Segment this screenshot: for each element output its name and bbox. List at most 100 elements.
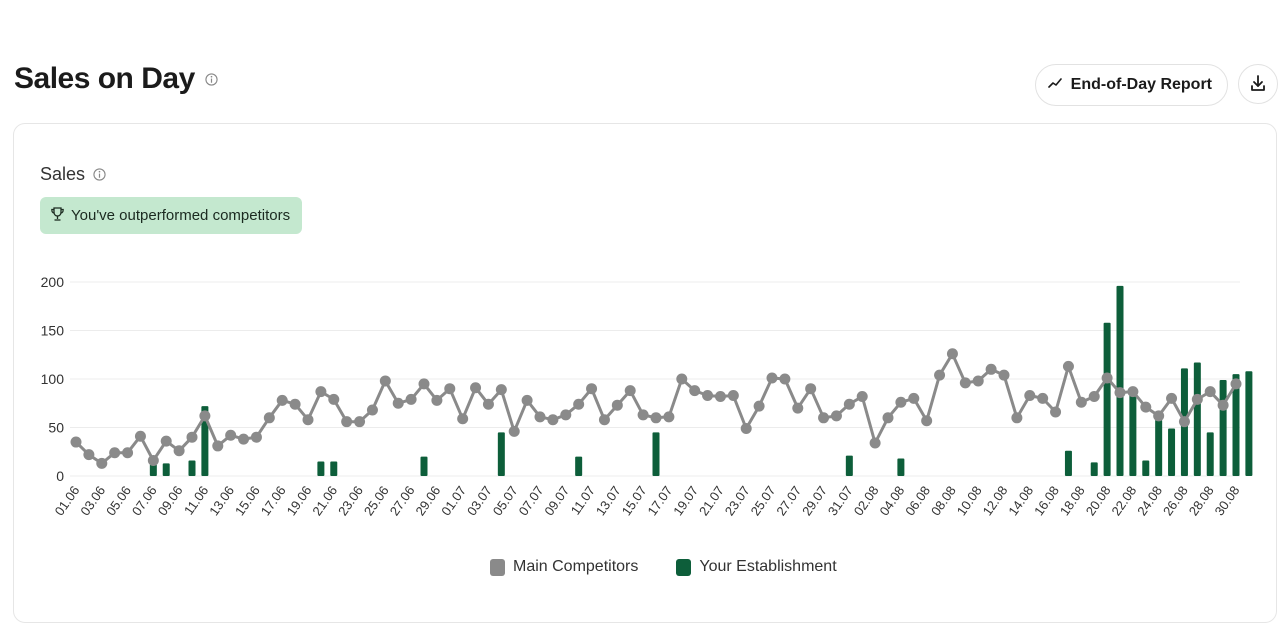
legend-label-competitors: Main Competitors [513,558,639,575]
competitors-point [586,383,598,395]
competitors-point [263,412,275,424]
competitors-point [495,384,507,396]
competitors-point [895,396,907,408]
establishment-bar [420,456,428,476]
chart-legend: Main Competitors Your Establishment [490,558,837,576]
competitors-point [1140,401,1152,413]
establishment-bar [149,464,157,476]
x-tick-label: 27.07 [773,483,804,518]
competitors-point [1088,390,1100,402]
legend-item-competitors[interactable]: Main Competitors [490,558,638,576]
card-title: Sales [40,164,106,185]
x-tick-label: 16.08 [1031,483,1062,518]
competitors-point [573,398,585,410]
establishment-bar [497,432,505,476]
x-tick-label: 29.07 [799,483,830,518]
competitors-point [109,447,121,459]
x-tick-label: 17.06 [258,483,289,518]
competitors-point [96,457,108,469]
competitors-point [444,383,456,395]
x-tick-label: 31.07 [825,483,856,518]
competitors-point [1037,392,1049,404]
x-tick-label: 05.07 [490,483,521,518]
y-tick-label: 100 [41,371,65,387]
x-tick-label: 24.08 [1134,483,1165,518]
competitors-point [1024,389,1036,401]
competitors-point [160,435,172,447]
competitors-point [1127,386,1139,398]
competitors-point [405,393,417,405]
x-tick-label: 27.06 [387,483,418,518]
x-tick-label: 03.07 [464,483,495,518]
legend-swatch-competitors [490,558,505,576]
x-tick-label: 23.07 [722,483,753,518]
competitors-point [727,389,739,401]
competitors-point [740,422,752,434]
competitors-point [818,412,830,424]
x-tick-label: 22.08 [1108,483,1139,518]
x-tick-label: 12.08 [980,483,1011,518]
download-button[interactable] [1238,64,1278,104]
competitors-point [70,436,82,448]
competitors-point [315,386,327,398]
establishment-bar [317,461,325,476]
competitors-point [173,445,185,457]
end-of-day-report-button[interactable]: End-of-Day Report [1034,64,1228,106]
competitors-point [366,404,378,416]
legend-label-establishment: Your Establishment [699,558,837,575]
competitors-point [856,390,868,402]
competitors-point [972,375,984,387]
establishment-bar [1155,419,1163,476]
x-tick-label: 02.08 [851,483,882,518]
establishment-bar [1090,462,1098,476]
x-tick-label: 06.08 [902,483,933,518]
x-tick-label: 01.07 [438,483,469,518]
competitors-point [134,430,146,442]
page-title: Sales on Day [14,62,218,96]
competitors-point [122,447,134,459]
competitors-point [830,410,842,422]
establishment-bar [330,461,338,476]
competitors-point [702,389,714,401]
competitors-point [805,383,817,395]
competitors-point [663,411,675,423]
competitors-point [521,394,533,406]
competitors-point [869,437,881,449]
page-title-text: Sales on Day [14,62,195,95]
competitors-point [302,414,314,426]
x-tick-label: 20.08 [1083,483,1114,518]
competitors-point [908,392,920,404]
establishment-bar [1116,285,1124,476]
establishment-bar [1064,450,1072,476]
establishment-bar [1129,391,1137,476]
x-tick-label: 01.06 [52,483,83,518]
x-tick-label: 07.06 [129,483,160,518]
x-tick-label: 09.06 [155,483,186,518]
competitors-point [1062,360,1074,372]
competitors-point [418,378,430,390]
competitors-point [882,412,894,424]
competitors-point [83,449,95,461]
legend-item-establishment[interactable]: Your Establishment [676,558,837,576]
competitors-point [998,369,1010,381]
competitors-point [508,425,520,437]
competitors-point [238,433,250,445]
x-tick-label: 19.07 [670,483,701,518]
y-tick-label: 0 [56,468,64,484]
badge-text: You've outperformed competitors [71,207,291,224]
competitors-point [225,429,237,441]
x-tick-label: 25.06 [361,483,392,518]
info-icon[interactable] [205,72,218,86]
competitors-point [714,390,726,402]
competitors-point [598,414,610,426]
competitors-point [637,409,649,421]
competitors-point [482,398,494,410]
competitors-point [328,393,340,405]
establishment-bar [1232,374,1240,476]
competitors-point [946,348,958,360]
x-tick-label: 28.08 [1186,483,1217,518]
info-icon[interactable] [93,168,106,181]
establishment-bar [162,463,170,476]
trending-line-icon [1047,76,1062,94]
competitors-point [624,385,636,397]
